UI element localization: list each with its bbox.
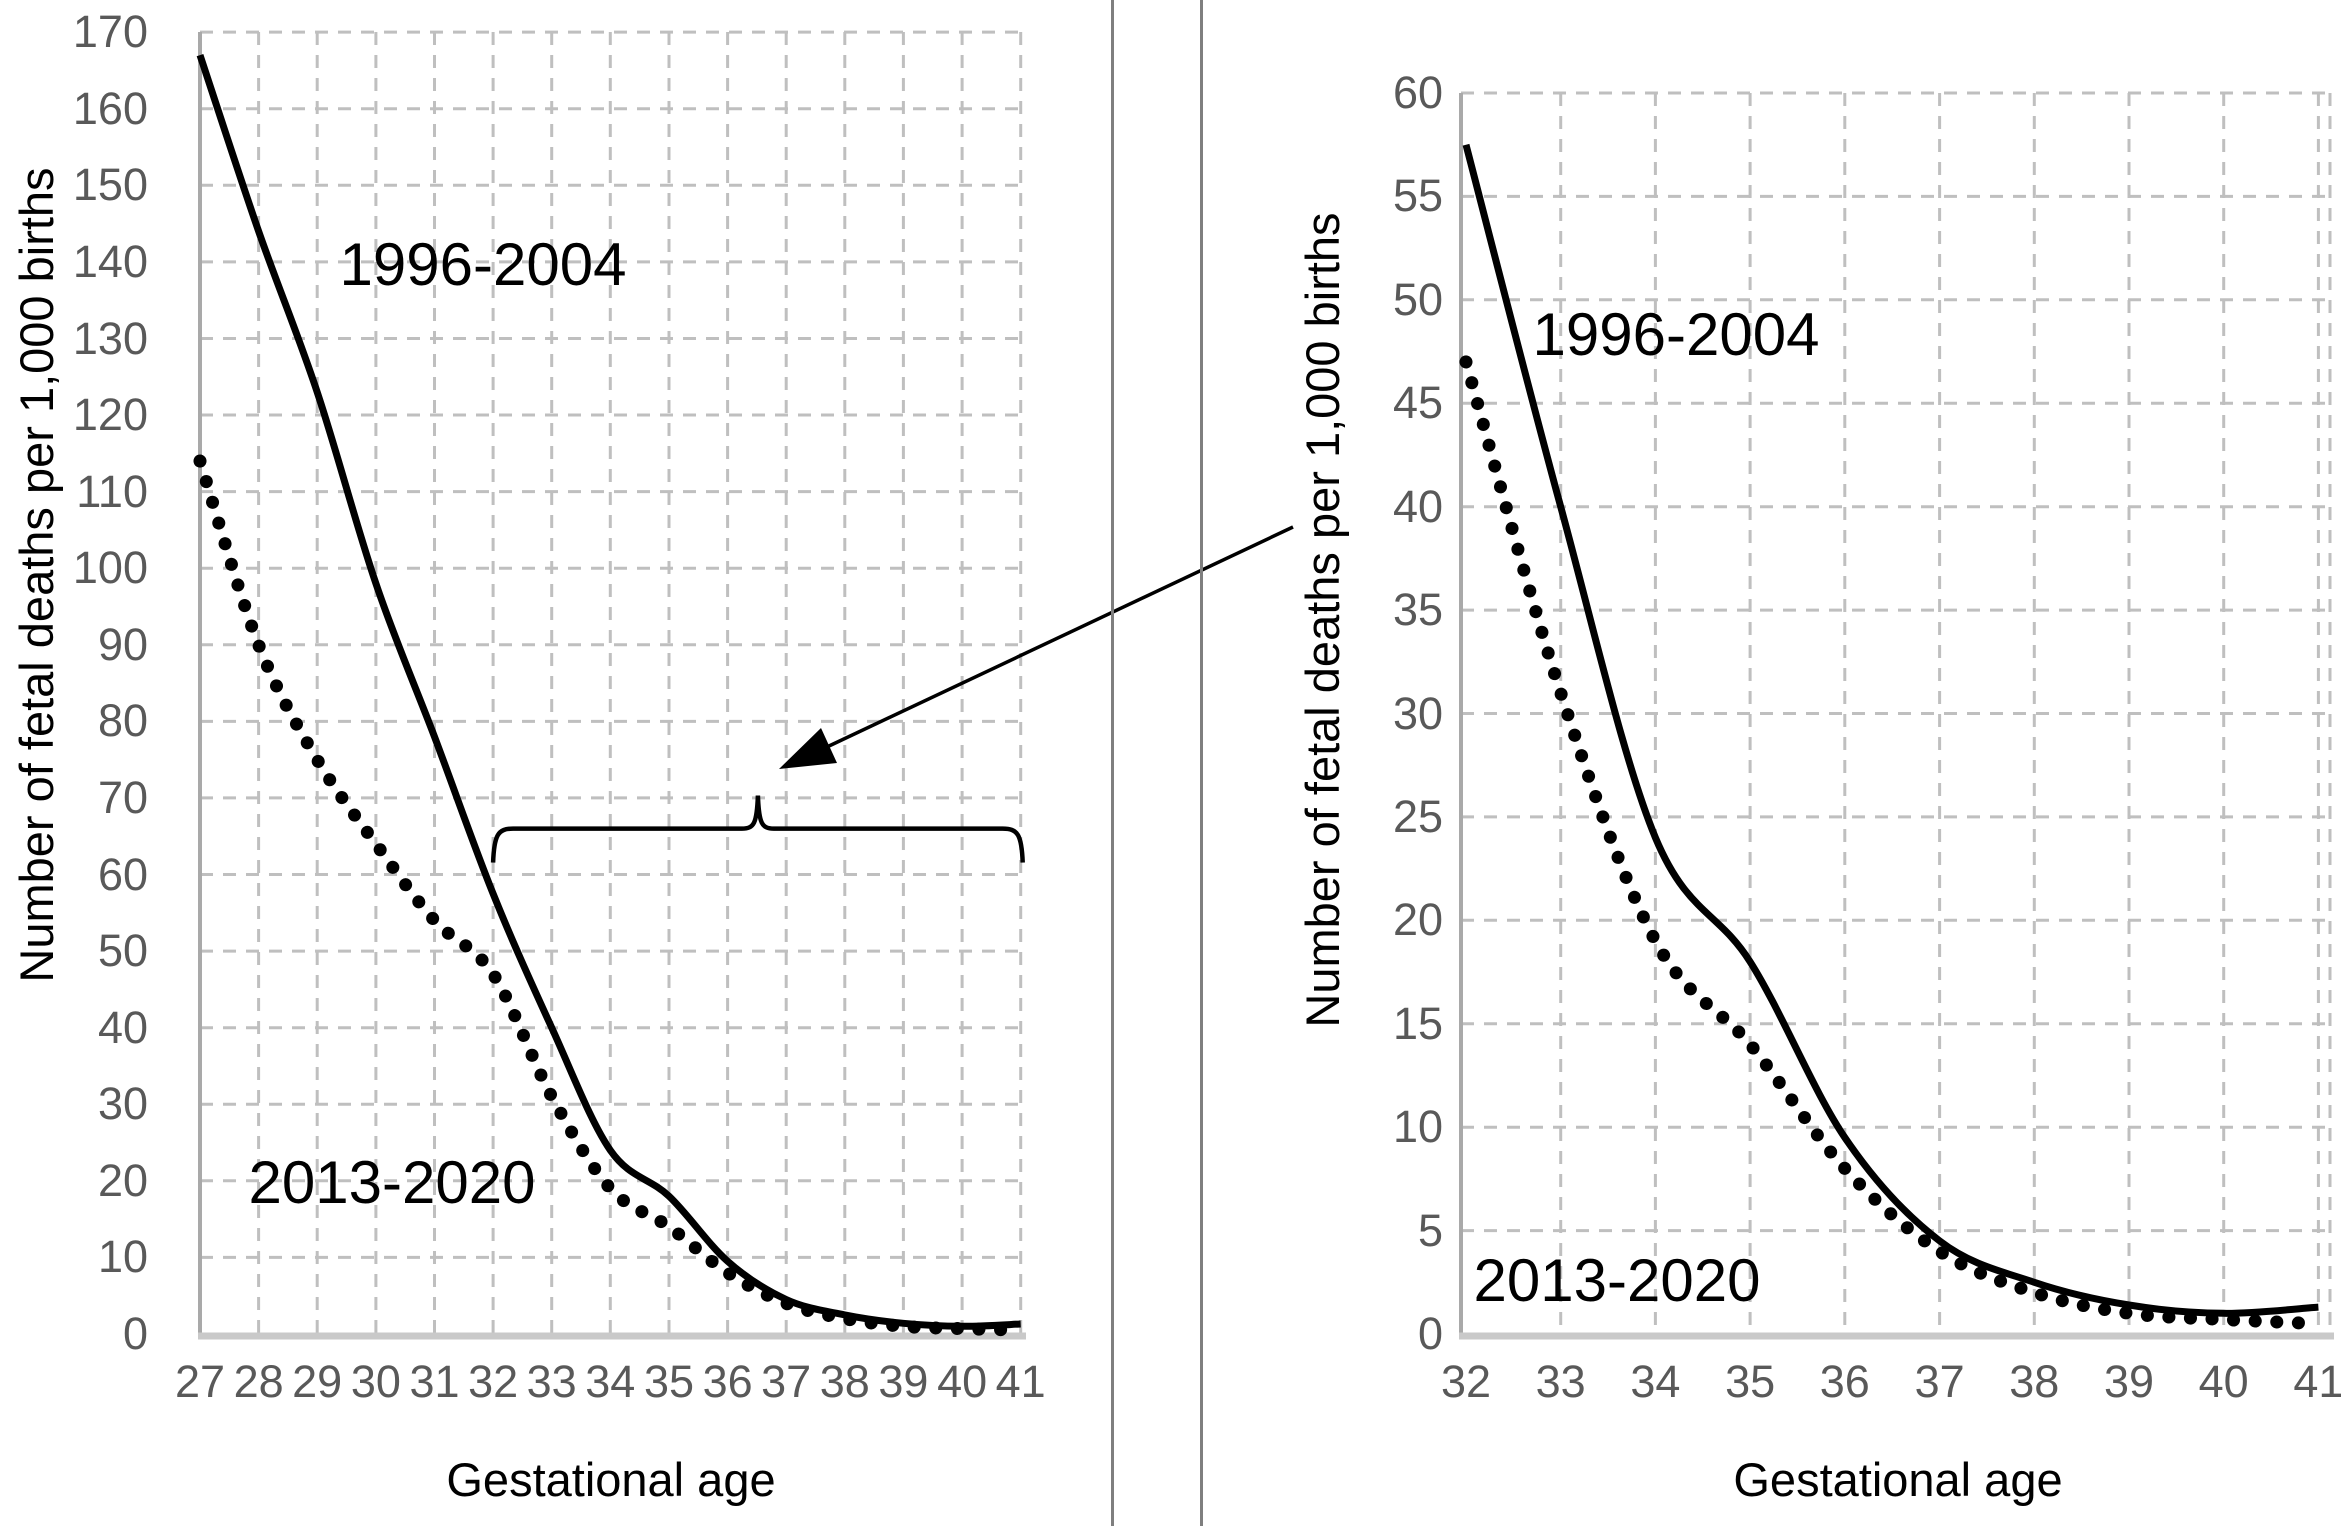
right-y-tick-label: 50: [1392, 273, 1443, 325]
right-x-tick-label: 35: [1725, 1356, 1776, 1407]
right-label-2013-2020: 2013-2020: [1473, 1247, 1761, 1314]
left-y-tick-label: 20: [97, 1154, 148, 1206]
right-y-tick-label: 60: [1392, 67, 1443, 118]
right-y-tick-label: 30: [1392, 687, 1443, 739]
panel-divider-left: [1111, 0, 1114, 1526]
left-x-tick-label: 34: [585, 1356, 636, 1407]
left-y-tick-label: 100: [72, 542, 148, 594]
left-gridlines: [200, 30, 1023, 1334]
left-y-tick-label: 160: [72, 82, 148, 134]
right-x-tick-label: 33: [1535, 1356, 1586, 1407]
right-x-tick-label: 40: [2198, 1356, 2249, 1407]
left-y-tick-label: 110: [76, 465, 148, 517]
left-x-tick-label: 32: [468, 1356, 519, 1407]
brace-weeks-32-41: [490, 795, 1025, 863]
left-y-tick-label: 120: [72, 389, 148, 440]
left-x-axis-title: Gestational age: [446, 1453, 776, 1506]
left-x-tick-label: 36: [702, 1356, 753, 1407]
right-x-tick-label: 34: [1630, 1356, 1681, 1407]
left-y-tick-label: 140: [72, 235, 148, 287]
left-label-1996-2004: 1996-2004: [339, 231, 627, 298]
right-y-tick-label: 20: [1392, 894, 1443, 946]
right-series-2013-2020-line: [1459, 355, 2325, 1331]
left-x-tick-label: 28: [233, 1356, 284, 1407]
left-y-tick-label: 0: [122, 1308, 148, 1359]
left-x-tick-label: 37: [761, 1356, 812, 1407]
left-y-tick-label: 80: [97, 695, 148, 747]
right-y-tick-label: 35: [1392, 584, 1443, 636]
left-x-tick-label: 38: [819, 1356, 870, 1407]
left-x-tick-label: 33: [526, 1356, 577, 1407]
right-x-tick-label: 36: [1819, 1356, 1870, 1407]
right-gridlines: [1461, 91, 2332, 1334]
left-y-tick-label: 130: [72, 312, 148, 364]
left-y-tick-label: 70: [97, 771, 148, 823]
right-y-tick-label: 5: [1417, 1204, 1443, 1256]
left-y-tick-label: 150: [72, 159, 148, 211]
right-y-tick-label: 45: [1392, 377, 1443, 429]
right-x-axis-title: Gestational age: [1733, 1453, 2063, 1506]
right-y-tick-label: 25: [1392, 790, 1443, 842]
right-y-tick-label: 0: [1417, 1308, 1443, 1359]
left-y-tick-label: 60: [97, 848, 148, 900]
left-series-1996-2004-line: [196, 53, 1021, 1330]
right-x-tick-label: 38: [2009, 1356, 2060, 1407]
left-y-tick-label: 10: [97, 1231, 148, 1283]
left-x-tick-label: 27: [174, 1356, 226, 1407]
left-x-tick-label: 40: [937, 1356, 988, 1407]
left-x-tick-label: 39: [878, 1356, 929, 1407]
left-y-tick-label: 50: [97, 925, 148, 977]
panel-divider-right: [1200, 0, 1203, 1526]
left-label-2013-2020: 2013-2020: [248, 1149, 536, 1216]
right-x-tick-label: 32: [1440, 1356, 1492, 1407]
left-y-tick-label: 30: [97, 1078, 148, 1130]
left-x-tick-label: 41: [995, 1356, 1046, 1407]
right-y-tick-label: 40: [1392, 480, 1443, 532]
left-y-tick-label: 40: [97, 1001, 148, 1053]
left-y-tick-label: 170: [72, 6, 148, 58]
left-y-tick-label: 90: [97, 618, 148, 670]
right-y-tick-label: 55: [1392, 170, 1443, 222]
left-x-tick-label: 30: [350, 1356, 401, 1407]
right-label-1996-2004: 1996-2004: [1532, 301, 1820, 368]
right-x-tick-label: 37: [1914, 1356, 1965, 1407]
right-x-tick-label: 41: [2293, 1356, 2341, 1407]
zoom-arrow-head-icon: [779, 728, 837, 769]
right-x-tick-label: 39: [2103, 1356, 2155, 1407]
left-series-2013-2020-line: [193, 454, 1028, 1337]
right-series-1996-2004-line: [1462, 143, 2319, 1317]
left-x-tick-label: 35: [643, 1356, 695, 1407]
right-y-tick-label: 15: [1392, 997, 1443, 1049]
left-x-tick-label: 31: [409, 1356, 460, 1407]
right-y-tick-label: 10: [1392, 1101, 1443, 1153]
left-x-tick-label: 29: [292, 1356, 343, 1407]
zoom-arrow-line: [828, 525, 1294, 748]
